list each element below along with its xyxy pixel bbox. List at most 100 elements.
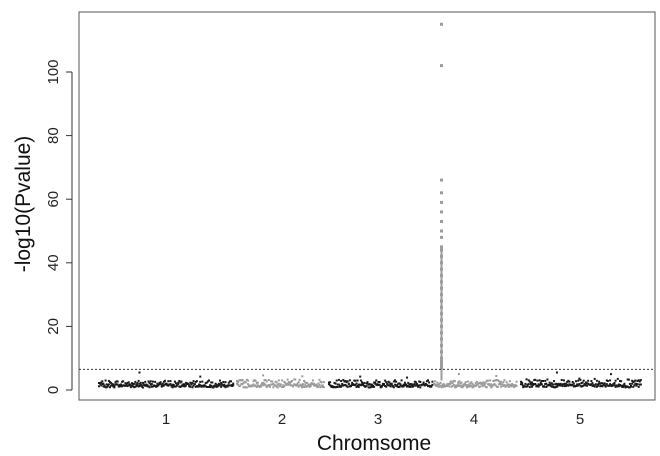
snp-point xyxy=(142,386,144,389)
snp-point xyxy=(529,383,532,386)
snp-point xyxy=(554,386,557,389)
snp-point xyxy=(619,384,621,386)
snp-point-significant xyxy=(440,200,443,204)
snp-point xyxy=(321,384,324,387)
snp-point xyxy=(156,382,159,385)
snp-point xyxy=(216,385,219,388)
snp-point xyxy=(635,384,638,387)
snp-point xyxy=(274,380,277,383)
snp-point xyxy=(309,385,312,387)
snp-point xyxy=(611,384,614,387)
snp-point xyxy=(416,382,418,385)
snp-point xyxy=(317,385,320,388)
snp-point xyxy=(370,383,373,386)
snp-point xyxy=(214,385,217,388)
snp-point xyxy=(471,386,474,389)
snp-point xyxy=(634,379,637,382)
snp-point xyxy=(619,380,621,382)
snp-point xyxy=(333,381,336,384)
snp-point xyxy=(538,379,541,382)
snp-point xyxy=(111,383,114,386)
snp-point xyxy=(252,383,255,386)
snp-point xyxy=(178,385,181,388)
snp-point xyxy=(304,381,307,384)
snp-point xyxy=(576,383,579,386)
snp-point xyxy=(298,378,301,381)
snp-point xyxy=(381,382,384,385)
snp-point xyxy=(188,385,191,388)
snp-point xyxy=(228,380,231,383)
snp-point xyxy=(242,386,245,389)
snp-point xyxy=(540,380,543,382)
snp-point xyxy=(166,384,169,387)
snp-point xyxy=(148,386,151,389)
snp-point xyxy=(427,385,429,388)
snp-point xyxy=(598,380,601,383)
snp-point xyxy=(363,384,366,387)
snp-point xyxy=(414,384,417,387)
snp-point xyxy=(626,385,629,388)
snp-point xyxy=(149,380,152,383)
snp-point xyxy=(533,383,536,386)
snp-point xyxy=(609,383,612,386)
snp-point xyxy=(122,380,125,383)
snp-point xyxy=(162,380,165,383)
snp-point xyxy=(539,383,542,386)
snp-point xyxy=(436,381,439,384)
snp-point xyxy=(215,383,218,386)
snp-point xyxy=(305,385,308,388)
snp-point xyxy=(145,384,148,387)
snp-point xyxy=(221,383,224,386)
snp-point-significant xyxy=(440,235,443,239)
snp-point xyxy=(508,383,511,386)
snp-point xyxy=(473,384,476,387)
snp-point xyxy=(283,385,286,388)
snp-point xyxy=(623,384,626,387)
snp-point xyxy=(613,382,616,384)
snp-point xyxy=(413,380,416,383)
snp-point xyxy=(103,385,106,388)
snp-point xyxy=(601,382,604,385)
snp-point xyxy=(497,383,500,386)
snp-point xyxy=(390,382,393,385)
snp-point xyxy=(506,383,509,386)
snp-point xyxy=(561,385,564,388)
snp-point xyxy=(194,385,197,388)
snp-point xyxy=(392,386,395,389)
snp-point xyxy=(409,383,412,385)
snp-point xyxy=(275,385,278,388)
snp-point xyxy=(633,384,636,387)
snp-point xyxy=(203,384,206,387)
snp-point xyxy=(542,385,544,388)
snp-point xyxy=(399,383,402,386)
snp-point xyxy=(584,384,587,387)
snp-point xyxy=(189,385,192,388)
snp-point xyxy=(377,381,380,383)
snp-point xyxy=(208,385,210,388)
snp-point xyxy=(128,384,131,387)
snp-point xyxy=(121,380,124,383)
snp-point xyxy=(604,384,607,387)
snp-point xyxy=(502,381,505,384)
snp-point xyxy=(199,380,202,383)
snp-point xyxy=(523,385,526,388)
y-tick-label: 60 xyxy=(45,191,62,208)
snp-point xyxy=(368,383,371,386)
snp-point xyxy=(204,382,207,385)
snp-point xyxy=(557,382,560,385)
snp-point xyxy=(359,379,362,382)
snp-point xyxy=(132,385,135,388)
snp-point xyxy=(297,385,300,388)
snp-point xyxy=(472,384,475,387)
snp-point xyxy=(474,384,477,387)
snp-point xyxy=(526,383,529,386)
snp-point xyxy=(446,385,449,387)
snp-point xyxy=(457,381,460,384)
snp-point xyxy=(588,383,591,386)
snp-point xyxy=(186,382,188,385)
snp-point xyxy=(267,384,270,386)
snp-point xyxy=(635,383,638,385)
snp-point xyxy=(140,385,143,388)
snp-point xyxy=(599,385,602,388)
snp-point xyxy=(639,379,642,382)
